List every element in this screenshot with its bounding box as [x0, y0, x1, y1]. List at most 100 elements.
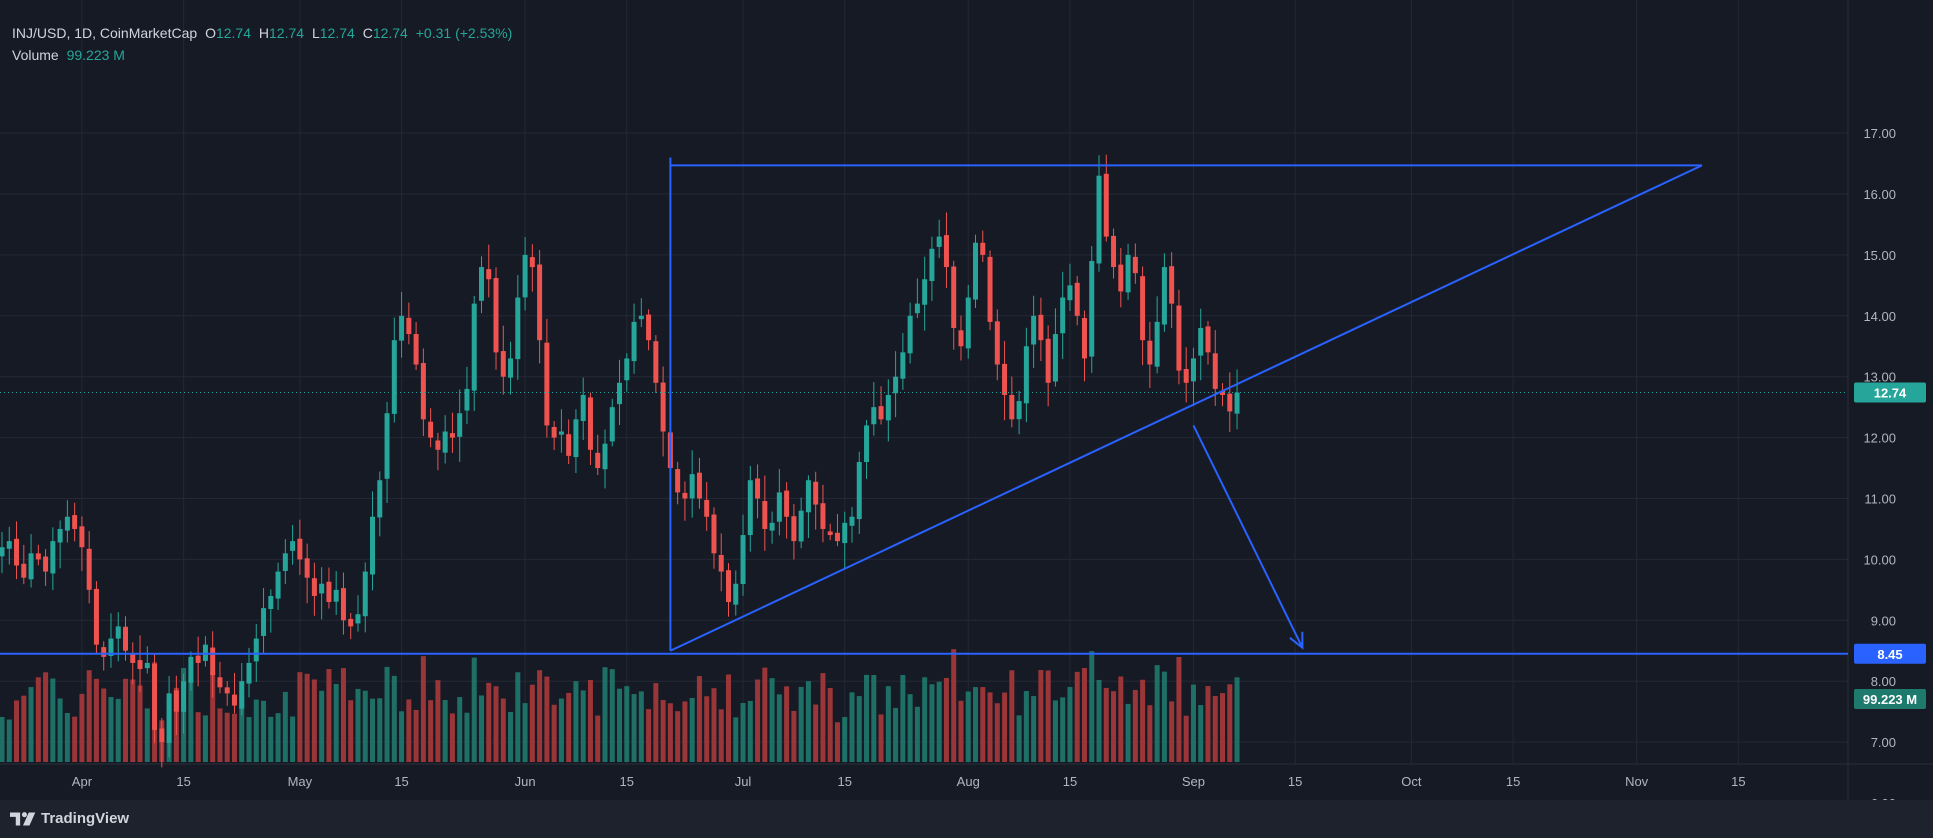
candle-body[interactable] — [893, 376, 899, 394]
candle-body[interactable] — [311, 578, 317, 596]
candle-body[interactable] — [486, 269, 492, 280]
candle-body[interactable] — [43, 556, 49, 572]
candle-body[interactable] — [239, 681, 245, 709]
symbol-label[interactable]: INJ/USD, 1D, CoinMarketCap — [12, 25, 198, 41]
candle-body[interactable] — [1052, 334, 1058, 382]
candle-body[interactable] — [202, 644, 208, 661]
candle-body[interactable] — [362, 571, 368, 617]
candle-body[interactable] — [231, 694, 237, 706]
candle-body[interactable] — [566, 434, 572, 456]
candle-body[interactable] — [1227, 393, 1233, 412]
candle-body[interactable] — [871, 407, 877, 425]
candle-body[interactable] — [246, 662, 252, 684]
candle-body[interactable] — [442, 431, 448, 453]
candle-body[interactable] — [1132, 256, 1138, 274]
candle-body[interactable] — [435, 440, 441, 450]
candle-body[interactable] — [1081, 318, 1087, 359]
candle-body[interactable] — [173, 690, 179, 712]
trendline-drawing[interactable] — [669, 164, 1703, 652]
candle-body[interactable] — [558, 431, 564, 435]
candle-body[interactable] — [377, 480, 383, 518]
candle-body[interactable] — [304, 558, 310, 578]
candle-body[interactable] — [1183, 369, 1189, 383]
candle-body[interactable] — [1154, 321, 1160, 367]
candle-body[interactable] — [740, 535, 746, 585]
candle-body[interactable] — [813, 481, 819, 505]
candle-body[interactable] — [1169, 266, 1175, 304]
candle-body[interactable] — [864, 425, 870, 462]
candle-body[interactable] — [660, 382, 666, 432]
candle-body[interactable] — [1096, 175, 1102, 264]
tradingview-brand[interactable]: TradingView — [10, 810, 129, 827]
candle-body[interactable] — [268, 595, 274, 609]
candle-body[interactable] — [1111, 235, 1117, 268]
candle-body[interactable] — [900, 352, 906, 379]
candle-body[interactable] — [28, 553, 34, 580]
candle-body[interactable] — [406, 317, 412, 335]
candle-body[interactable] — [1140, 276, 1146, 341]
candle-body[interactable] — [609, 407, 615, 442]
candle-body[interactable] — [784, 490, 790, 517]
candle-body[interactable] — [1089, 260, 1095, 357]
candle-body[interactable] — [537, 264, 543, 341]
candle-body[interactable] — [399, 315, 405, 341]
candle-body[interactable] — [391, 340, 397, 414]
candle-body[interactable] — [6, 541, 12, 549]
candle-body[interactable] — [755, 478, 761, 499]
candle-body[interactable] — [1118, 264, 1124, 292]
candle-body[interactable] — [166, 693, 172, 743]
candle-body[interactable] — [275, 571, 281, 599]
candle-body[interactable] — [1038, 314, 1044, 341]
candle-body[interactable] — [951, 266, 957, 328]
candle-body[interactable] — [115, 626, 121, 639]
candle-body[interactable] — [856, 461, 862, 520]
candle-body[interactable] — [210, 647, 216, 676]
candle-body[interactable] — [1060, 297, 1066, 334]
candle-body[interactable] — [93, 588, 99, 645]
candle-body[interactable] — [152, 663, 158, 730]
candle-body[interactable] — [711, 514, 717, 554]
candle-body[interactable] — [224, 687, 230, 694]
candle-body[interactable] — [130, 652, 136, 663]
candle-body[interactable] — [544, 342, 550, 426]
candle-body[interactable] — [580, 394, 586, 422]
candle-body[interactable] — [1234, 392, 1240, 414]
candle-body[interactable] — [1220, 390, 1226, 395]
candle-body[interactable] — [747, 480, 753, 536]
candle-body[interactable] — [653, 341, 659, 383]
candle-body[interactable] — [478, 267, 484, 301]
candle-body[interactable] — [319, 583, 325, 594]
candle-body[interactable] — [994, 321, 1000, 365]
candle-body[interactable] — [500, 351, 506, 377]
candle-body[interactable] — [123, 626, 129, 651]
candle-body[interactable] — [101, 647, 107, 657]
candle-body[interactable] — [943, 235, 949, 268]
candle-body[interactable] — [1067, 285, 1073, 301]
candle-body[interactable] — [646, 314, 652, 341]
volume-label[interactable]: Volume — [12, 47, 59, 63]
candle-body[interactable] — [217, 677, 223, 688]
candle-body[interactable] — [587, 397, 593, 450]
candle-body[interactable] — [791, 516, 797, 542]
candle-body[interactable] — [144, 662, 150, 669]
candle-body[interactable] — [86, 548, 92, 590]
candle-body[interactable] — [842, 522, 848, 544]
candle-body[interactable] — [195, 655, 201, 663]
candle-body[interactable] — [769, 522, 775, 531]
candle-body[interactable] — [464, 388, 470, 411]
candle-body[interactable] — [834, 532, 840, 542]
candle-body[interactable] — [696, 472, 702, 499]
candle-body[interactable] — [638, 315, 644, 320]
candle-body[interactable] — [980, 242, 986, 255]
candle-body[interactable] — [1045, 338, 1051, 383]
candle-body[interactable] — [827, 531, 833, 536]
candle-body[interactable] — [733, 583, 739, 605]
candle-body[interactable] — [595, 452, 601, 469]
candle-body[interactable] — [1009, 394, 1015, 420]
candle-body[interactable] — [79, 526, 85, 548]
candle-body[interactable] — [14, 538, 20, 566]
candle-body[interactable] — [922, 279, 928, 305]
candle-body[interactable] — [958, 330, 964, 347]
candle-body[interactable] — [1023, 346, 1029, 404]
candle-body[interactable] — [1161, 267, 1167, 325]
